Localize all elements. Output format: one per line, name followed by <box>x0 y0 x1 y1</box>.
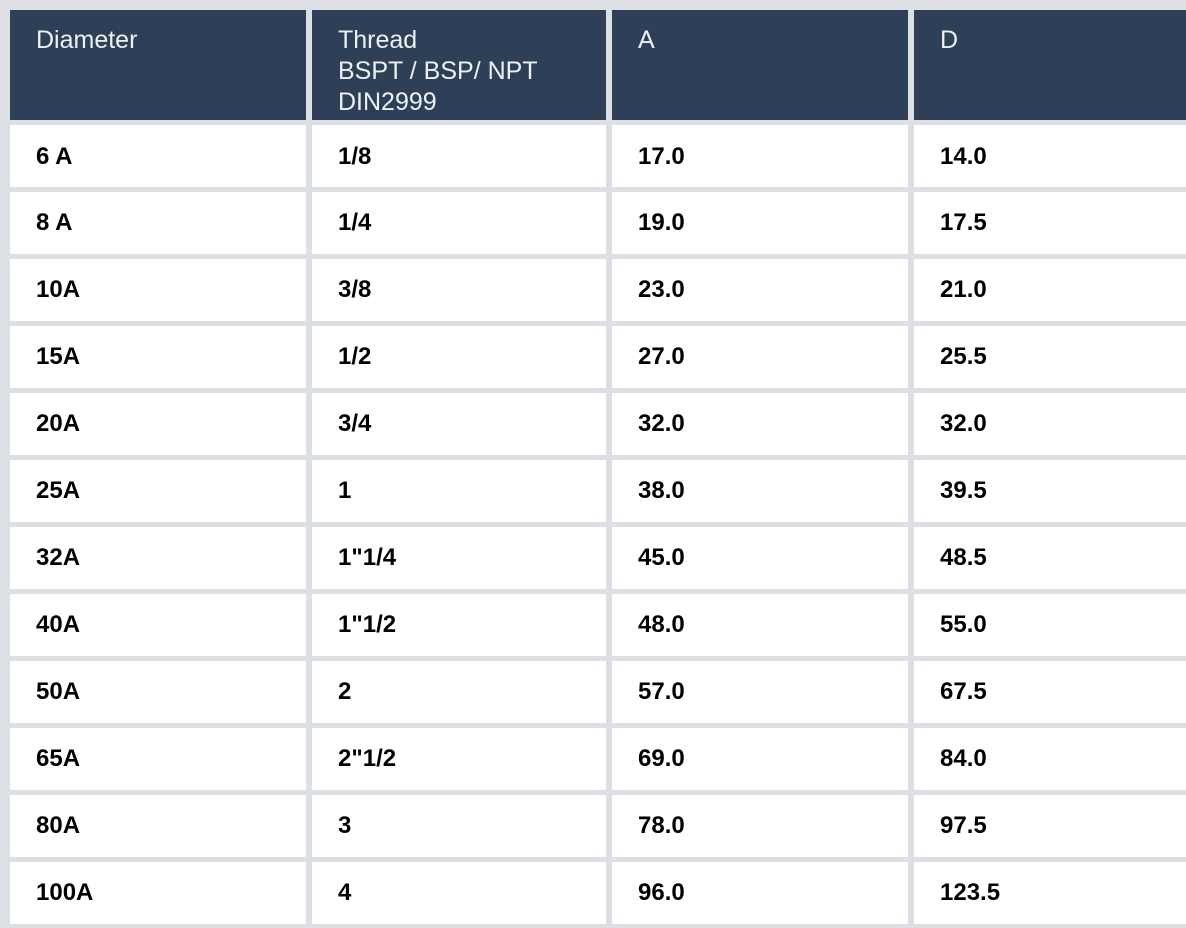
cell-diameter: 10A <box>10 259 306 321</box>
cell-a: 69.0 <box>612 728 908 790</box>
cell-a: 32.0 <box>612 393 908 455</box>
pipe-thread-dimension-table: Diameter Thread BSPT / BSP/ NPT DIN2999 … <box>4 5 1186 928</box>
table-row: 8 A 1/4 19.0 17.5 <box>10 192 1186 254</box>
column-header-thread: Thread BSPT / BSP/ NPT DIN2999 <box>312 10 606 120</box>
cell-thread: 1"1/2 <box>312 594 606 656</box>
cell-thread: 1/4 <box>312 192 606 254</box>
cell-thread: 2"1/2 <box>312 728 606 790</box>
cell-diameter: 40A <box>10 594 306 656</box>
column-header-diameter: Diameter <box>10 10 306 120</box>
cell-d: 84.0 <box>914 728 1186 790</box>
cell-diameter: 8 A <box>10 192 306 254</box>
cell-thread: 3 <box>312 795 606 857</box>
cell-a: 19.0 <box>612 192 908 254</box>
table-row: 80A 3 78.0 97.5 <box>10 795 1186 857</box>
cell-a: 38.0 <box>612 460 908 522</box>
column-header-a-line-1: A <box>638 26 655 54</box>
cell-thread: 1"1/4 <box>312 527 606 589</box>
table-row: 50A 2 57.0 67.5 <box>10 661 1186 723</box>
cell-thread: 1/2 <box>312 326 606 388</box>
cell-thread: 2 <box>312 661 606 723</box>
cell-thread: 1/8 <box>312 125 606 187</box>
column-header-d-line-1: D <box>940 26 959 54</box>
column-header-thread-line-1: Thread <box>338 26 418 54</box>
cell-a: 27.0 <box>612 326 908 388</box>
column-header-a: A <box>612 10 908 120</box>
cell-d: 48.5 <box>914 527 1186 589</box>
column-header-d: D <box>914 10 1186 120</box>
cell-diameter: 15A <box>10 326 306 388</box>
cell-diameter: 32A <box>10 527 306 589</box>
cell-diameter: 80A <box>10 795 306 857</box>
cell-a: 17.0 <box>612 125 908 187</box>
column-header-diameter-line-1: Diameter <box>36 26 138 54</box>
cell-a: 96.0 <box>612 862 908 924</box>
table-row: 25A 1 38.0 39.5 <box>10 460 1186 522</box>
cell-d: 25.5 <box>914 326 1186 388</box>
cell-d: 32.0 <box>914 393 1186 455</box>
cell-a: 48.0 <box>612 594 908 656</box>
cell-d: 14.0 <box>914 125 1186 187</box>
table-row: 15A 1/2 27.0 25.5 <box>10 326 1186 388</box>
cell-a: 57.0 <box>612 661 908 723</box>
table-row: 6 A 1/8 17.0 14.0 <box>10 125 1186 187</box>
column-header-thread-line-3: DIN2999 <box>338 88 437 116</box>
cell-thread: 1 <box>312 460 606 522</box>
cell-thread: 3/4 <box>312 393 606 455</box>
cell-a: 23.0 <box>612 259 908 321</box>
cell-d: 123.5 <box>914 862 1186 924</box>
cell-d: 21.0 <box>914 259 1186 321</box>
table-header: Diameter Thread BSPT / BSP/ NPT DIN2999 … <box>10 10 1186 120</box>
cell-a: 78.0 <box>612 795 908 857</box>
table-row: 20A 3/4 32.0 32.0 <box>10 393 1186 455</box>
table-row: 10A 3/8 23.0 21.0 <box>10 259 1186 321</box>
cell-d: 67.5 <box>914 661 1186 723</box>
cell-a: 45.0 <box>612 527 908 589</box>
cell-thread: 4 <box>312 862 606 924</box>
header-row: Diameter Thread BSPT / BSP/ NPT DIN2999 … <box>10 10 1186 120</box>
cell-diameter: 25A <box>10 460 306 522</box>
cell-d: 55.0 <box>914 594 1186 656</box>
cell-diameter: 6 A <box>10 125 306 187</box>
cell-diameter: 50A <box>10 661 306 723</box>
table-body: 6 A 1/8 17.0 14.0 8 A 1/4 19.0 17.5 10A … <box>10 125 1186 924</box>
cell-d: 97.5 <box>914 795 1186 857</box>
table-row: 40A 1"1/2 48.0 55.0 <box>10 594 1186 656</box>
table-row: 65A 2"1/2 69.0 84.0 <box>10 728 1186 790</box>
cell-diameter: 65A <box>10 728 306 790</box>
cell-d: 39.5 <box>914 460 1186 522</box>
table-row: 100A 4 96.0 123.5 <box>10 862 1186 924</box>
cell-diameter: 100A <box>10 862 306 924</box>
table-row: 32A 1"1/4 45.0 48.5 <box>10 527 1186 589</box>
column-header-thread-line-2: BSPT / BSP/ NPT <box>338 57 538 85</box>
cell-thread: 3/8 <box>312 259 606 321</box>
cell-d: 17.5 <box>914 192 1186 254</box>
cell-diameter: 20A <box>10 393 306 455</box>
